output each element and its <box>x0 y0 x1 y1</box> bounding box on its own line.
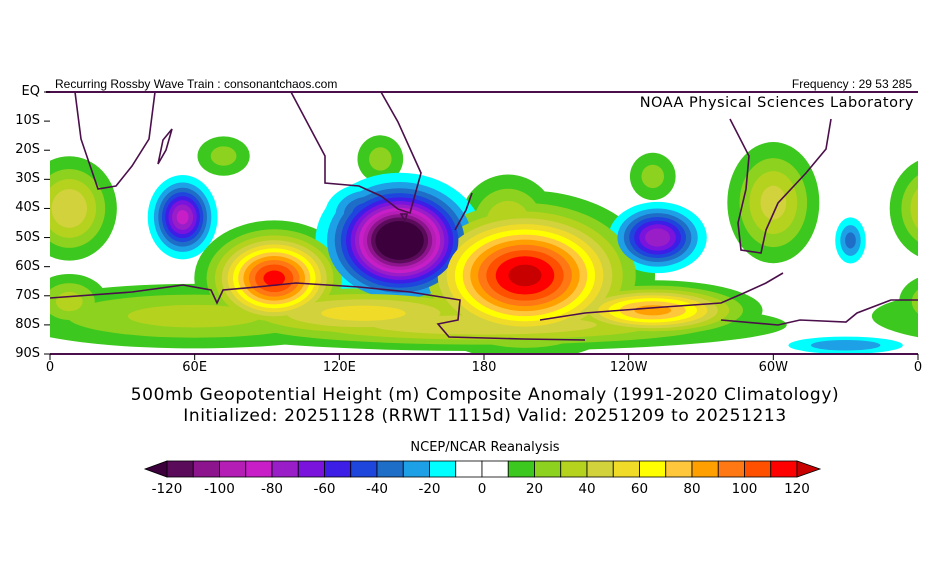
colorbar-swatch <box>166 460 194 478</box>
colorbar-swatch <box>744 460 772 478</box>
colorbar-swatch <box>717 460 745 478</box>
colorbar-swatch <box>297 460 325 478</box>
colorbar-swatch <box>271 460 299 478</box>
header-frequency-text: Frequency : 29 53 285 <box>791 77 912 91</box>
south-america-coast <box>729 118 832 254</box>
x-tick-label: 60E <box>182 360 208 375</box>
x-tick-label: 120W <box>609 360 648 375</box>
colorbar-label: 40 <box>578 481 596 497</box>
y-tick-label: 30S <box>15 171 40 187</box>
x-tick-label: 180 <box>471 360 497 375</box>
colorbar <box>143 460 822 478</box>
positive-anomaly-contour-20 <box>641 164 665 189</box>
y-tick-label: 80S <box>15 316 40 332</box>
negative-anomaly-contour-140 <box>386 229 414 252</box>
negative-anomaly-contour-80 <box>176 210 189 225</box>
colorbar-title: NCEP/NCAR Reanalysis <box>410 440 560 455</box>
y-tick-label: 40S <box>15 200 40 216</box>
colorbar-under-arrow <box>143 460 168 478</box>
colorbar-swatch <box>350 460 378 478</box>
y-tick-label: EQ <box>21 84 40 99</box>
colorbar-label: 0 <box>477 481 487 497</box>
positive-anomaly-contour-10 <box>899 277 918 326</box>
positive-anomaly-contour-50 <box>321 305 406 321</box>
new-zealand-coast <box>454 192 473 231</box>
colorbar-label: -20 <box>418 481 441 497</box>
colorbar-swatch <box>639 460 667 478</box>
positive-anomaly-contour-30 <box>55 291 83 312</box>
tasmania-coast <box>399 213 409 224</box>
negative-anomaly-contour-70 <box>645 228 671 247</box>
colorbar-swatch <box>586 460 614 478</box>
antarctica-coast <box>49 272 918 341</box>
colorbar-swatch <box>481 460 509 478</box>
y-tick-label: 90S <box>15 346 40 361</box>
y-tick-label: 20S <box>15 142 40 158</box>
coastlines <box>49 91 918 341</box>
y-tick-label: 50S <box>15 229 40 245</box>
colorbar-swatch <box>665 460 693 478</box>
positive-anomaly-contour-20 <box>901 175 918 242</box>
positive-anomaly-contour-20 <box>911 289 918 314</box>
colorbar-label: -120 <box>151 481 183 497</box>
colorbar-swatch <box>691 460 719 478</box>
anomaly-field <box>50 135 918 354</box>
colorbar-label: 20 <box>525 481 544 497</box>
colorbar-swatch <box>429 460 457 478</box>
positive-anomaly-contour-40 <box>51 188 88 228</box>
x-tick-label: 120E <box>322 360 356 375</box>
colorbar-swatch <box>560 460 588 478</box>
positive-anomaly-contour-20 <box>369 147 392 171</box>
positive-anomaly-contour-30 <box>127 304 262 328</box>
y-tick-label: 70S <box>15 287 40 303</box>
positive-anomaly-contour-40 <box>760 185 787 220</box>
colorbar-swatch <box>402 460 430 478</box>
colorbar-label: 60 <box>630 481 649 497</box>
colorbar-swatch <box>612 460 640 478</box>
colorbar-label: -40 <box>365 481 389 497</box>
positive-anomaly-contour-120 <box>508 264 542 287</box>
chart-subtitle: Initialized: 20251128 (RRWT 1115d) Valid… <box>183 406 787 426</box>
colorbar-over-arrow <box>796 460 822 478</box>
lab-credit: NOAA Physical Sciences Laboratory <box>639 95 914 111</box>
colorbar-swatch <box>219 460 247 478</box>
negative-anomaly-contour-20 <box>810 340 881 351</box>
australia-coast <box>290 91 422 215</box>
positive-anomaly-contour-30 <box>910 188 918 229</box>
africa-coast <box>74 91 156 190</box>
colorbar-swatch <box>770 460 798 478</box>
negative-anomaly-contour-30 <box>845 232 856 249</box>
colorbar-label: -60 <box>313 481 336 497</box>
colorbar-swatch <box>534 460 562 478</box>
y-tick-label: 10S <box>15 113 40 129</box>
colorbar-swatch <box>324 460 352 478</box>
colorbar-swatch <box>376 460 404 478</box>
colorbar-label: 80 <box>683 481 701 497</box>
colorbar-label: -100 <box>204 481 235 497</box>
madagascar-coast <box>157 128 173 165</box>
colorbar-label: -80 <box>260 481 284 497</box>
positive-anomaly-contour-20 <box>210 146 237 166</box>
colorbar-swatch <box>192 460 220 478</box>
x-tick-label: 0 <box>45 360 55 375</box>
x-tick-label: 60W <box>758 360 789 375</box>
chart-title: 500mb Geopotential Height (m) Composite … <box>130 385 840 405</box>
header-source-text: Recurring Rossby Wave Train : consonantc… <box>55 77 338 91</box>
colorbar-label: 100 <box>731 481 758 497</box>
colorbar-swatch <box>245 460 273 478</box>
y-tick-label: 60S <box>15 258 40 274</box>
positive-anomaly-contour-110 <box>263 270 286 287</box>
x-tick-label: 0 <box>913 360 923 375</box>
colorbar-swatch <box>507 460 535 478</box>
colorbar-swatch <box>455 460 483 478</box>
colorbar-label: 120 <box>784 481 810 497</box>
